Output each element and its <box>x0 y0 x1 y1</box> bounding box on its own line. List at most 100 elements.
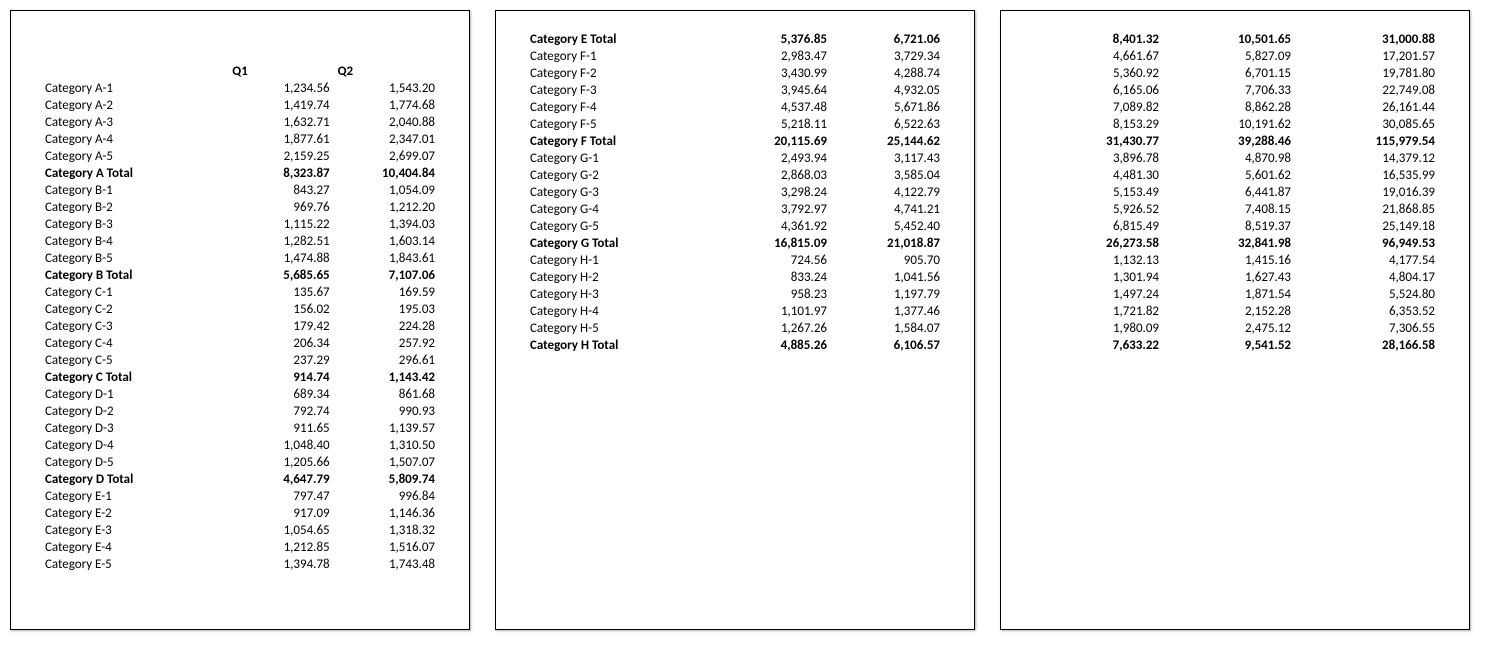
row-label: Category F-5 <box>526 116 718 133</box>
table-row: Category B Total5,685.657,107.06 <box>41 267 439 284</box>
row-label: Category E-5 <box>41 556 228 573</box>
row-c1: 2,152.28 <box>1163 303 1295 320</box>
row-label: Category D-4 <box>41 437 228 454</box>
table-row: 5,926.527,408.1521,868.85 <box>1031 201 1439 218</box>
table-row: 8,153.2910,191.6230,085.65 <box>1031 116 1439 133</box>
table-row: Category F-23,430.994,288.74 <box>526 65 944 82</box>
row-q2: 2,699.07 <box>334 148 439 165</box>
row-c2: 6,353.52 <box>1295 303 1439 320</box>
row-label: Category C-2 <box>41 301 228 318</box>
row-c1: 7,408.15 <box>1163 201 1295 218</box>
table-row: 1,132.131,415.164,177.54 <box>1031 252 1439 269</box>
table-row: Category B-2969.761,212.20 <box>41 199 439 216</box>
row-label: Category F-2 <box>526 65 718 82</box>
row-q1: 3,945.64 <box>718 82 831 99</box>
row-c1: 1,415.16 <box>1163 252 1295 269</box>
header-q2: Q2 <box>334 63 439 80</box>
row-c0: 1,132.13 <box>1031 252 1163 269</box>
table-row: 26,273.5832,841.9896,949.53 <box>1031 235 1439 252</box>
row-q1: 2,868.03 <box>718 167 831 184</box>
row-c1: 32,841.98 <box>1163 235 1295 252</box>
table-row: 1,497.241,871.545,524.80 <box>1031 286 1439 303</box>
table-row: Category C Total914.741,143.42 <box>41 369 439 386</box>
table-row: Category D Total4,647.795,809.74 <box>41 471 439 488</box>
row-q2: 1,507.07 <box>334 454 439 471</box>
row-c0: 7,633.22 <box>1031 337 1163 354</box>
table-row: Category D-41,048.401,310.50 <box>41 437 439 454</box>
table-row: Category C-4206.34257.92 <box>41 335 439 352</box>
row-c1: 39,288.46 <box>1163 133 1295 150</box>
row-q1: 4,537.48 <box>718 99 831 116</box>
row-c1: 6,441.87 <box>1163 184 1295 201</box>
row-label: Category A Total <box>41 165 228 182</box>
table-row: Category A-41,877.612,347.01 <box>41 131 439 148</box>
row-q2: 6,106.57 <box>831 337 944 354</box>
row-q2: 1,743.48 <box>334 556 439 573</box>
row-label: Category B Total <box>41 267 228 284</box>
table-row: Category F-44,537.485,671.86 <box>526 99 944 116</box>
row-label: Category E-3 <box>41 522 228 539</box>
row-label: Category E-2 <box>41 505 228 522</box>
row-q2: 1,774.68 <box>334 97 439 114</box>
row-q2: 1,054.09 <box>334 182 439 199</box>
row-q1: 4,885.26 <box>718 337 831 354</box>
row-q1: 833.24 <box>718 269 831 286</box>
table-row: Category H-3958.231,197.79 <box>526 286 944 303</box>
row-q2: 1,543.20 <box>334 80 439 97</box>
row-q2: 1,377.46 <box>831 303 944 320</box>
table-row: Category H-2833.241,041.56 <box>526 269 944 286</box>
row-q2: 1,146.36 <box>334 505 439 522</box>
row-q2: 21,018.87 <box>831 235 944 252</box>
row-label: Category D Total <box>41 471 228 488</box>
row-q1: 1,394.78 <box>228 556 333 573</box>
row-q1: 1,474.88 <box>228 250 333 267</box>
row-label: Category C Total <box>41 369 228 386</box>
table-row: Category A-52,159.252,699.07 <box>41 148 439 165</box>
row-q1: 1,054.65 <box>228 522 333 539</box>
row-q2: 1,843.61 <box>334 250 439 267</box>
row-q2: 296.61 <box>334 352 439 369</box>
row-c0: 7,089.82 <box>1031 99 1163 116</box>
panel-2: Category E Total5,376.856,721.06Category… <box>495 10 975 630</box>
table-row: Category A-21,419.741,774.68 <box>41 97 439 114</box>
table-2: Category E Total5,376.856,721.06Category… <box>526 31 944 354</box>
table-row: Category G-22,868.033,585.04 <box>526 167 944 184</box>
row-label: Category G-2 <box>526 167 718 184</box>
row-label: Category G-5 <box>526 218 718 235</box>
table-row: Category C-1135.67169.59 <box>41 284 439 301</box>
row-c0: 8,153.29 <box>1031 116 1163 133</box>
row-c0: 1,980.09 <box>1031 320 1163 337</box>
row-label: Category H-5 <box>526 320 718 337</box>
table-row: Category G Total16,815.0921,018.87 <box>526 235 944 252</box>
panel-3: 8,401.3210,501.6531,000.884,661.675,827.… <box>1000 10 1470 630</box>
row-c2: 31,000.88 <box>1295 31 1439 48</box>
row-q2: 2,040.88 <box>334 114 439 131</box>
page-panels: Q1 Q2 Category A-11,234.561,543.20Catego… <box>10 10 1500 630</box>
row-label: Category B-1 <box>41 182 228 199</box>
row-q1: 3,430.99 <box>718 65 831 82</box>
row-c2: 19,016.39 <box>1295 184 1439 201</box>
row-c2: 28,166.58 <box>1295 337 1439 354</box>
row-q2: 4,932.05 <box>831 82 944 99</box>
row-c0: 1,497.24 <box>1031 286 1163 303</box>
row-label: Category A-4 <box>41 131 228 148</box>
table-row: Category G-54,361.925,452.40 <box>526 218 944 235</box>
table-row: Category B-51,474.881,843.61 <box>41 250 439 267</box>
row-c2: 4,177.54 <box>1295 252 1439 269</box>
row-label: Category G-1 <box>526 150 718 167</box>
row-c2: 4,804.17 <box>1295 269 1439 286</box>
row-q1: 1,115.22 <box>228 216 333 233</box>
row-label: Category C-3 <box>41 318 228 335</box>
row-q1: 3,792.97 <box>718 201 831 218</box>
row-q1: 689.34 <box>228 386 333 403</box>
row-q1: 5,685.65 <box>228 267 333 284</box>
row-c1: 10,191.62 <box>1163 116 1295 133</box>
row-label: Category B-5 <box>41 250 228 267</box>
row-label: Category B-3 <box>41 216 228 233</box>
table-row: Category H-1724.56905.70 <box>526 252 944 269</box>
table-row: Category D-51,205.661,507.07 <box>41 454 439 471</box>
row-label: Category H-2 <box>526 269 718 286</box>
table-row: Category E-2917.091,146.36 <box>41 505 439 522</box>
row-c0: 6,165.06 <box>1031 82 1163 99</box>
row-c1: 1,871.54 <box>1163 286 1295 303</box>
